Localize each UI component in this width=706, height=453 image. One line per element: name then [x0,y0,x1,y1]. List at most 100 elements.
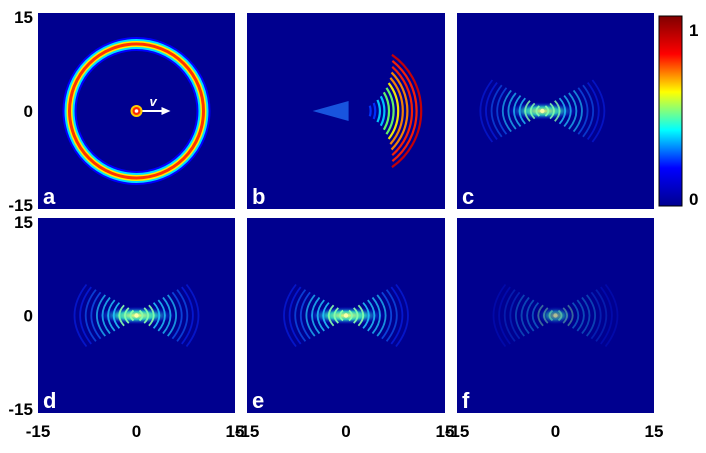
fringe-line [595,289,608,342]
fringe-line [333,307,339,324]
fringe-line [171,291,183,340]
fringe-arc [382,91,391,131]
fringe-line [107,299,116,332]
fringe-arc [379,95,386,127]
colorbar-max-label: 1 [689,21,698,40]
fringe-line [390,286,404,345]
fringe-arc [385,87,395,135]
fringe-line [520,296,530,335]
fringe-line [327,304,335,327]
fringe-line [529,102,536,120]
fringe-line [118,304,125,327]
fringe-line [586,294,596,337]
fringe-line [395,283,409,348]
panel-d: d [38,218,235,413]
fringe-line [381,291,393,340]
fringe-center [134,313,139,318]
fringe-line [568,92,578,130]
fringe-line [311,296,321,335]
ring-core [68,42,205,180]
fringe-line [531,302,540,329]
x-tick-label: -15 [26,422,51,441]
x-tick-label: 0 [551,422,560,441]
velocity-label: v [150,94,158,109]
fringe-line [112,302,121,329]
fringe-line [90,291,102,340]
fringe-arc [389,77,404,145]
fringe-line [548,309,554,322]
panel-content [73,283,200,348]
fringe-line [604,283,619,348]
fringe-line [101,296,111,335]
fringe-arc [368,105,372,117]
fringe-line [507,92,517,130]
fringe-line [515,294,525,337]
panel-content [492,283,619,348]
fringe-line [288,286,302,345]
panel-a: va [38,13,235,209]
panel-c: c [457,13,654,209]
fringe-line [367,299,376,332]
fringe-line [79,286,92,345]
panel-content [283,283,409,348]
fringe-line [590,291,602,340]
panel-label: b [252,184,265,209]
x-tick-label: 0 [132,422,141,441]
fringe-line [353,307,359,324]
y-tick-label: -15 [8,196,33,215]
fringe-line [294,289,307,342]
fringe-line [496,87,508,135]
fringe-arc [391,53,423,169]
x-tick-label: 15 [226,422,245,441]
fringe-line [498,286,511,345]
fringe-line [501,89,512,133]
fringe-line [479,79,494,143]
x-tick-label: 0 [341,422,350,441]
fringe-line [181,286,194,345]
fringe-line [339,309,344,322]
fringe-line [563,95,572,127]
fringe-line [557,309,563,322]
panel-label: d [43,388,56,413]
source-center [134,109,139,113]
fringe-arc [391,65,414,157]
fringe-core-glow [537,306,574,325]
fringe-line [526,299,535,332]
panel-label: f [462,388,470,413]
fringe-line [490,84,503,138]
colorbar-gradient [658,15,683,207]
fringe-line [549,102,555,120]
fringe-line [485,82,498,140]
panel-e: e [247,218,445,413]
fringe-line [572,89,583,133]
fringe-arc [387,82,400,140]
fringe-line [577,87,589,135]
x-tick-label: 15 [436,422,455,441]
x-tick-label: -15 [235,422,260,441]
fringe-line [492,283,507,348]
fringe-line [138,309,144,322]
fringe-center [540,108,545,114]
fringe-line [157,299,166,332]
fringe-arc [372,102,377,120]
fringe-line [124,307,130,324]
y-tick-label: 15 [14,213,33,232]
fringe-line [385,289,398,342]
fringe-line [316,299,325,332]
fringe-center [553,313,558,318]
fringe-line [544,105,550,117]
fringe-line [509,291,521,340]
fringe-line [73,283,88,348]
panel-label: c [462,184,474,209]
fringe-line [558,97,567,125]
fringe-line [562,307,568,324]
fringe-line [537,304,544,327]
fringe-line [362,302,370,329]
colorbar-min-label: 0 [689,190,698,209]
fringe-line [148,304,155,327]
fringe-apex [312,101,349,121]
fringe-line [357,304,365,327]
fringe-line [348,309,353,322]
panel-b: b [247,13,445,209]
fringe-line [283,283,297,348]
